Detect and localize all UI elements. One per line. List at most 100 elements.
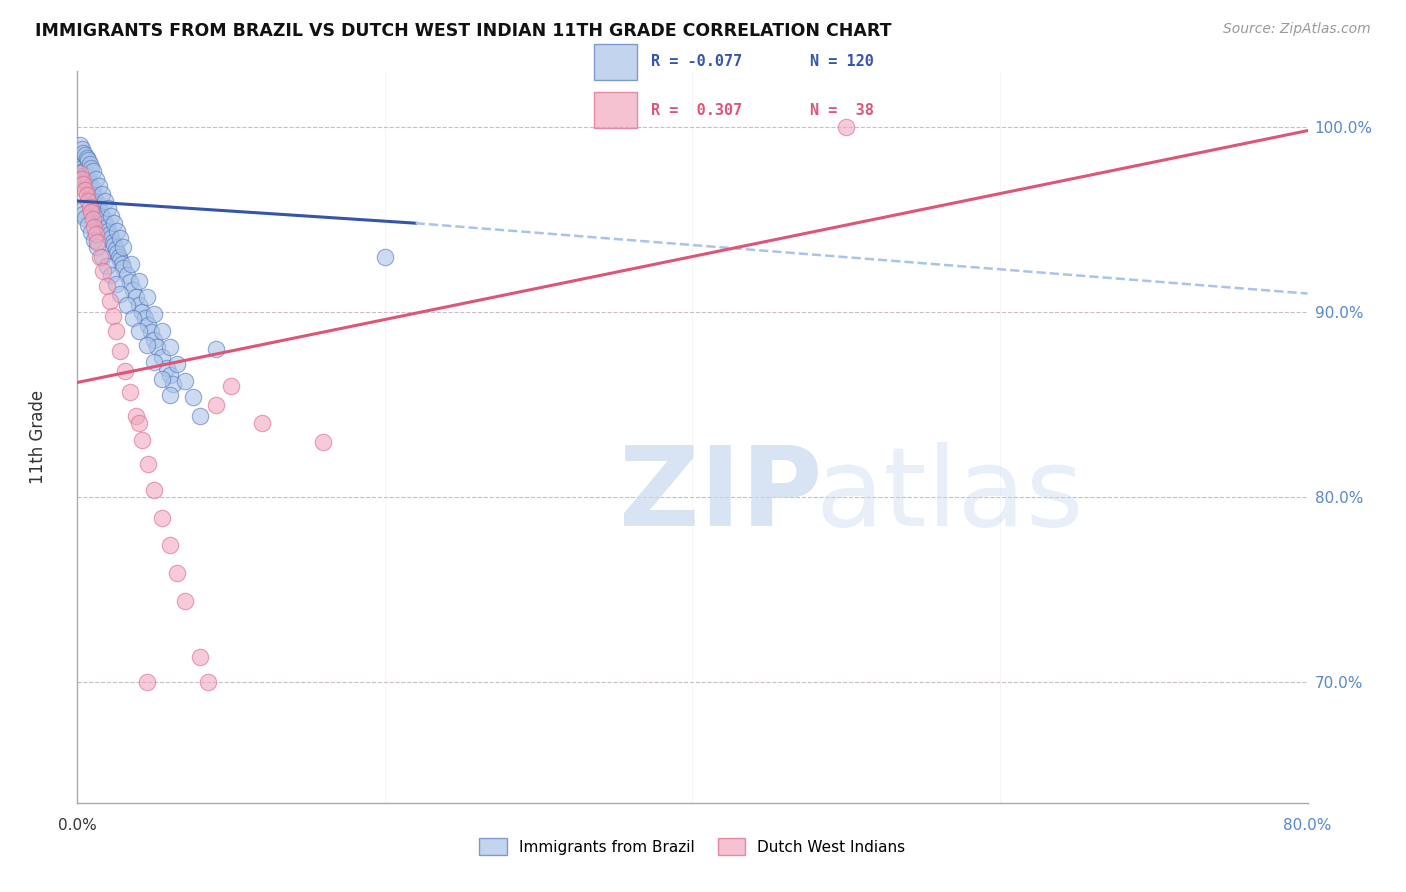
- Point: [87, 207, 110, 221]
- Point: [83, 190, 105, 204]
- Point: [86, 240, 108, 254]
- Point: [108, 250, 131, 264]
- Point: [188, 649, 212, 664]
- Point: [150, 350, 173, 364]
- Point: [84, 171, 107, 186]
- Point: [135, 290, 157, 304]
- Point: [70, 142, 93, 156]
- Point: [115, 268, 138, 282]
- Text: 11th Grade: 11th Grade: [30, 390, 46, 484]
- Point: [84, 194, 107, 208]
- Point: [150, 324, 173, 338]
- Point: [250, 416, 273, 430]
- Text: 0.0%: 0.0%: [58, 818, 97, 832]
- Text: R = -0.077: R = -0.077: [651, 54, 742, 70]
- Point: [82, 164, 104, 178]
- Point: [79, 185, 101, 199]
- Legend: Immigrants from Brazil, Dutch West Indians: Immigrants from Brazil, Dutch West India…: [474, 832, 911, 861]
- Point: [77, 218, 100, 232]
- Point: [82, 181, 104, 195]
- Point: [110, 231, 132, 245]
- Point: [166, 566, 188, 581]
- Point: [89, 205, 111, 219]
- Point: [150, 510, 173, 524]
- Point: [374, 250, 396, 264]
- Point: [118, 384, 141, 399]
- Point: [98, 227, 121, 242]
- Point: [73, 183, 96, 197]
- Point: [90, 209, 114, 223]
- Point: [100, 209, 122, 223]
- Text: N = 120: N = 120: [810, 54, 873, 70]
- Point: [100, 231, 122, 245]
- Point: [77, 176, 100, 190]
- Point: [105, 224, 128, 238]
- Point: [90, 250, 114, 264]
- Point: [96, 259, 118, 273]
- Point: [835, 120, 858, 134]
- Point: [83, 219, 105, 234]
- Point: [97, 202, 120, 216]
- Point: [159, 388, 181, 402]
- Point: [76, 152, 98, 166]
- Point: [143, 333, 166, 347]
- Point: [77, 181, 100, 195]
- Point: [104, 242, 127, 256]
- Point: [143, 483, 166, 497]
- Point: [128, 416, 150, 430]
- Point: [89, 250, 111, 264]
- Point: [86, 203, 108, 218]
- Point: [101, 235, 124, 249]
- Point: [80, 205, 103, 219]
- Point: [112, 260, 135, 275]
- Point: [70, 166, 93, 180]
- Point: [188, 409, 212, 423]
- Point: [101, 309, 124, 323]
- Point: [70, 161, 93, 175]
- Point: [72, 169, 94, 184]
- Point: [112, 240, 135, 254]
- Text: IMMIGRANTS FROM BRAZIL VS DUTCH WEST INDIAN 11TH GRADE CORRELATION CHART: IMMIGRANTS FROM BRAZIL VS DUTCH WEST IND…: [35, 22, 891, 40]
- Point: [143, 355, 166, 369]
- Point: [77, 194, 100, 208]
- Point: [128, 274, 150, 288]
- Point: [73, 173, 96, 187]
- Point: [197, 675, 219, 690]
- Point: [110, 286, 132, 301]
- Point: [90, 186, 114, 201]
- Point: [94, 194, 117, 208]
- Point: [159, 538, 181, 552]
- Point: [120, 257, 142, 271]
- Point: [141, 326, 163, 340]
- Text: Source: ZipAtlas.com: Source: ZipAtlas.com: [1223, 22, 1371, 37]
- Point: [89, 211, 111, 225]
- Point: [136, 318, 159, 332]
- Point: [86, 235, 108, 249]
- Point: [204, 398, 226, 412]
- Point: [110, 343, 132, 358]
- Point: [103, 216, 125, 230]
- Point: [97, 224, 120, 238]
- Point: [70, 203, 93, 218]
- Point: [76, 171, 98, 186]
- Point: [100, 268, 122, 282]
- Point: [219, 379, 242, 393]
- Point: [69, 166, 91, 180]
- Text: 80.0%: 80.0%: [1284, 818, 1331, 832]
- Point: [150, 372, 173, 386]
- FancyBboxPatch shape: [593, 92, 637, 128]
- Point: [111, 257, 134, 271]
- Point: [93, 264, 115, 278]
- Point: [98, 293, 121, 308]
- Point: [103, 238, 125, 252]
- Point: [174, 374, 197, 388]
- Point: [121, 283, 143, 297]
- Point: [312, 434, 335, 449]
- Point: [94, 216, 117, 230]
- Point: [83, 195, 105, 210]
- Point: [159, 368, 181, 382]
- Point: [79, 157, 101, 171]
- Point: [87, 179, 110, 194]
- Point: [77, 169, 100, 184]
- Point: [118, 276, 141, 290]
